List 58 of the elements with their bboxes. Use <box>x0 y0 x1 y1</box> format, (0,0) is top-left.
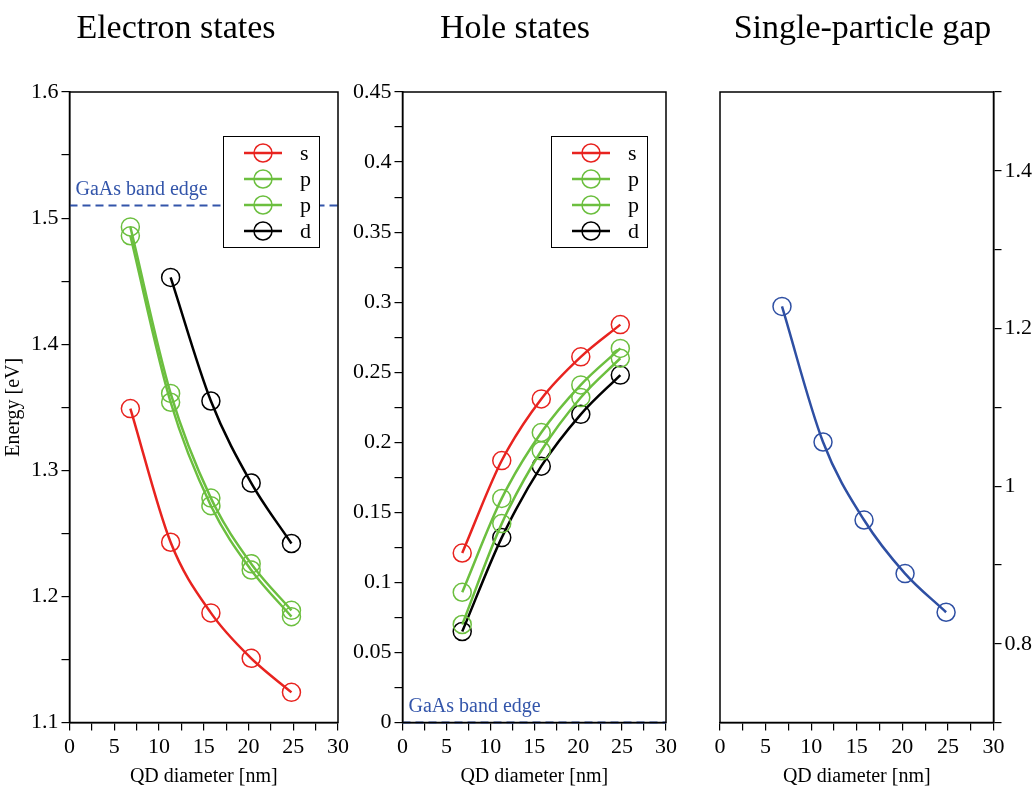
x-tick-label: 10 <box>800 732 823 758</box>
y2-tick-label: 0.8 <box>1004 629 1032 655</box>
chart-title: Hole states <box>438 8 592 46</box>
y-tick-label: 0.35 <box>353 217 392 243</box>
ref-line-label: GaAs band edge <box>408 693 541 717</box>
y-tick-label: 1.3 <box>31 456 59 482</box>
chart-title: Single-particle gap <box>732 8 993 46</box>
y-axis-title: Energy [eV] <box>1 357 25 457</box>
x-tick-label: 0 <box>714 732 726 758</box>
y-tick-label: 1.2 <box>31 582 59 608</box>
y-tick-label: 0.05 <box>353 638 392 664</box>
y-tick-label: 0.1 <box>364 568 392 594</box>
x-tick-label: 25 <box>611 732 634 758</box>
x-tick-label: 30 <box>327 732 349 758</box>
legend-label: s <box>628 140 637 166</box>
x-tick-label: 20 <box>237 732 260 758</box>
legend-label: d <box>628 218 639 244</box>
y2-tick-label: 1.4 <box>1004 156 1032 182</box>
x-tick-label: 5 <box>760 732 772 758</box>
y2-tick-label: 1 <box>1004 471 1016 497</box>
x-tick-label: 5 <box>440 732 452 758</box>
y2-tick-label: 1.2 <box>1004 314 1032 340</box>
x-tick-label: 0 <box>397 732 408 758</box>
x-tick-label: 5 <box>108 732 120 758</box>
x-tick-label: 15 <box>523 732 546 758</box>
x-tick-label: 10 <box>148 732 170 758</box>
x-tick-label: 25 <box>936 732 959 758</box>
y-tick-label: 0.45 <box>353 77 392 103</box>
x-tick-label: 10 <box>479 732 502 758</box>
x-tick-label: 30 <box>655 732 677 758</box>
chart-title: Electron states <box>75 8 277 46</box>
y-tick-label: 0.4 <box>364 147 392 173</box>
y-tick-label: 0.25 <box>353 358 392 384</box>
x-tick-label: 20 <box>891 732 914 758</box>
x-tick-label: 0 <box>64 732 75 758</box>
x-tick-label: 15 <box>192 732 215 758</box>
y-tick-label: 1.1 <box>31 708 59 734</box>
y-tick-label: 1.5 <box>31 203 59 229</box>
y-tick-label: 0.3 <box>364 287 392 313</box>
y-tick-label: 1.6 <box>31 77 59 103</box>
x-axis-title: QD diameter [nm] <box>460 764 609 787</box>
x-tick-label: 20 <box>567 732 590 758</box>
y-tick-label: 0.15 <box>353 498 392 524</box>
x-axis-title: QD diameter [nm] <box>129 764 278 787</box>
y-tick-label: 1.4 <box>31 330 59 356</box>
x-tick-label: 15 <box>845 732 868 758</box>
x-tick-label: 25 <box>282 732 305 758</box>
ref-line-label: GaAs band edge <box>75 176 208 200</box>
legend-label: p <box>628 192 639 218</box>
legend-label: p <box>300 166 311 192</box>
x-tick-label: 30 <box>982 732 1005 758</box>
y-tick-label: 0 <box>380 708 392 734</box>
x-axis-title: QD diameter [nm] <box>782 764 931 787</box>
legend-label: d <box>300 218 311 244</box>
legend-label: p <box>628 166 639 192</box>
legend-label: p <box>300 192 311 218</box>
y-tick-label: 0.2 <box>364 428 392 454</box>
legend-label: s <box>300 140 309 166</box>
